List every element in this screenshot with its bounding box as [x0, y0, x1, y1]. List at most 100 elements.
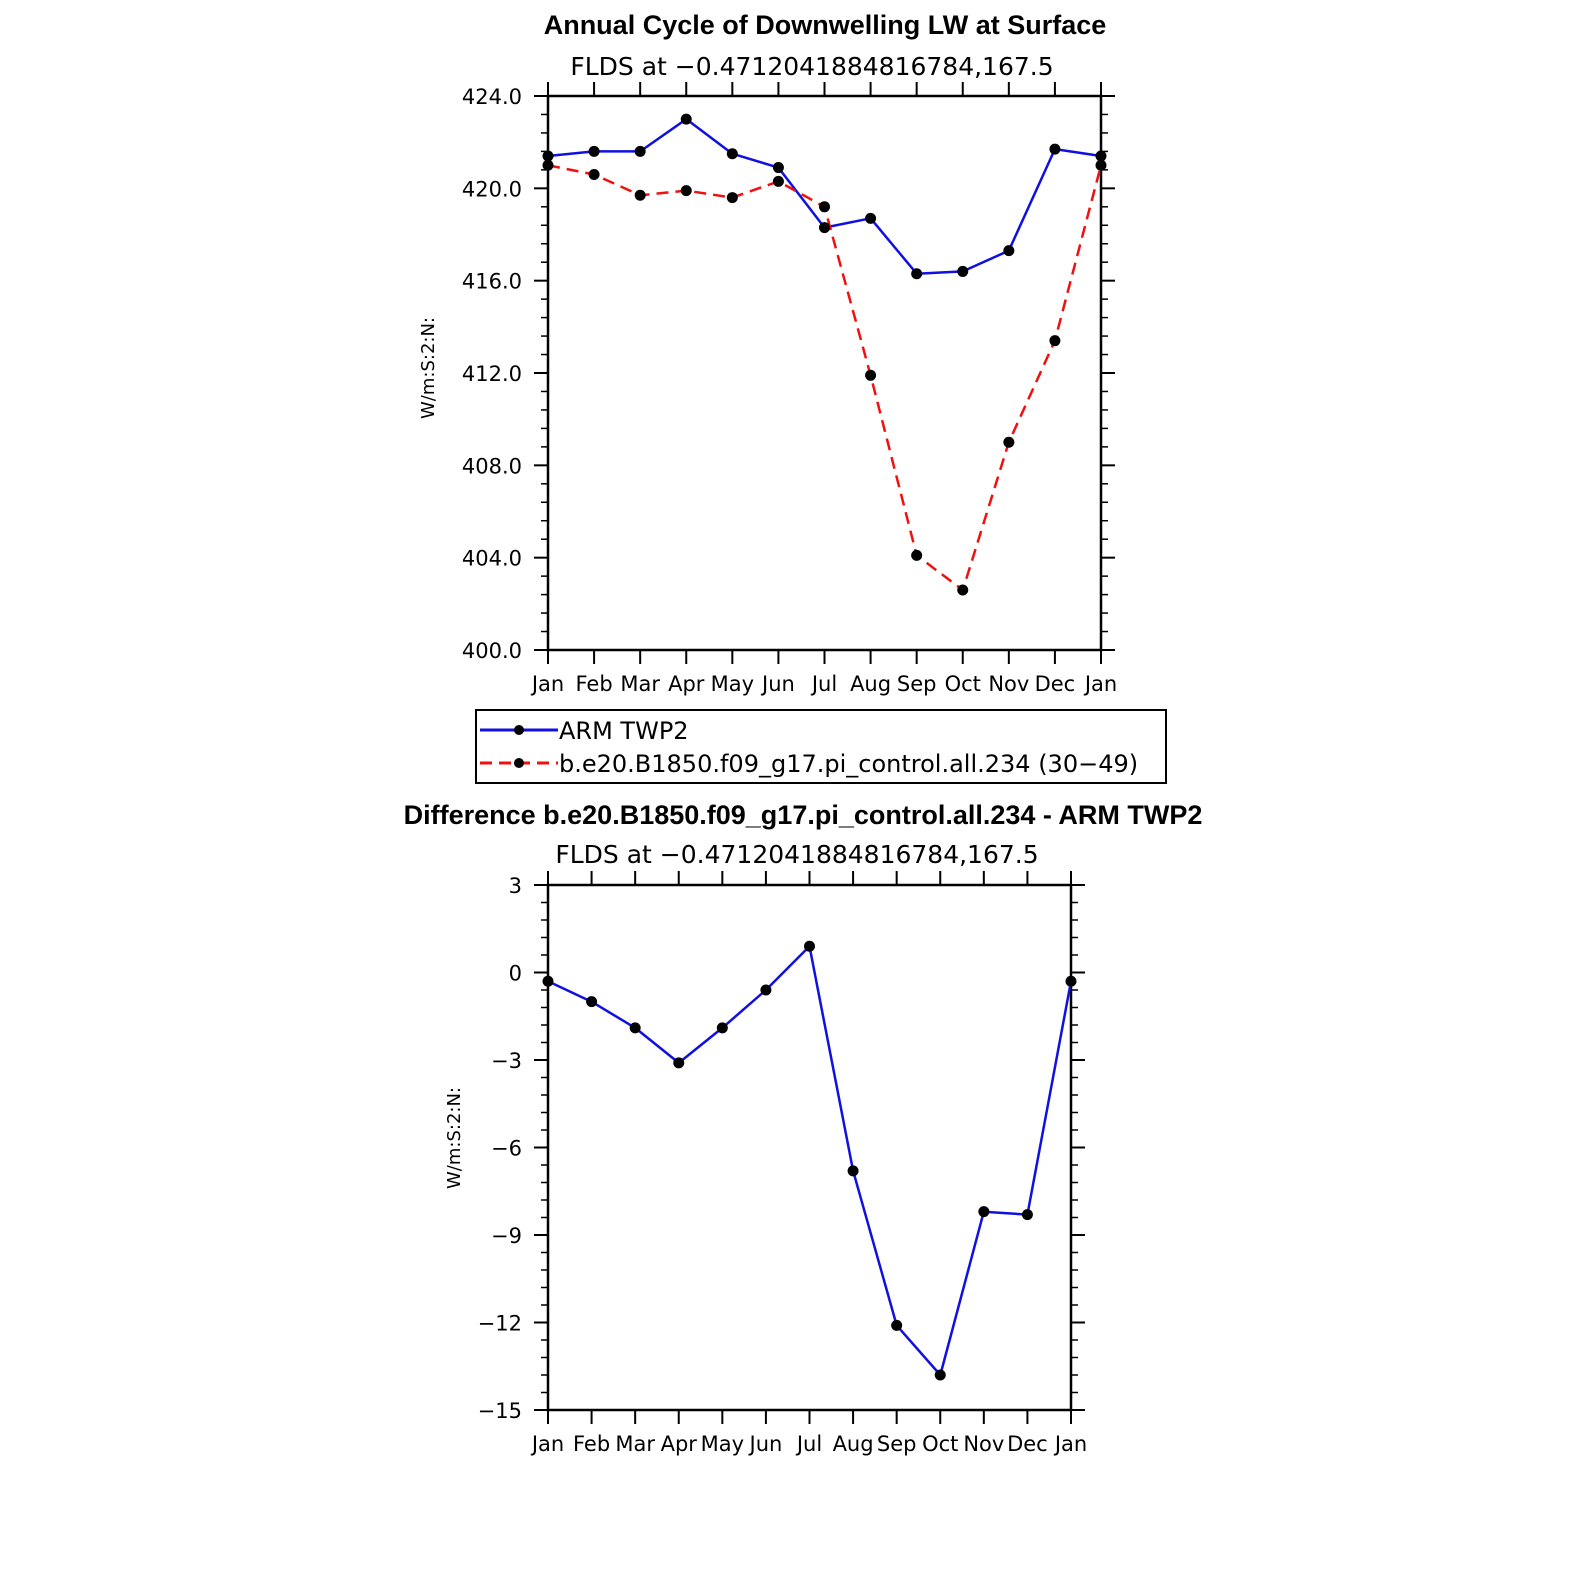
x-tick-label: Oct	[945, 672, 981, 696]
data-point	[726, 148, 738, 160]
data-point	[911, 268, 923, 280]
x-tick-label: Jul	[795, 1432, 822, 1456]
top-chart-title: Annual Cycle of Downwelling LW at Surfac…	[544, 10, 1107, 40]
data-point	[772, 175, 784, 187]
legend-entry-model: b.e20.B1850.f09_g17.pi_control.all.234 (…	[480, 750, 1138, 778]
x-tick-label: May	[701, 1432, 744, 1456]
data-point	[772, 162, 784, 174]
top-y-axis-label: W/m:S:2:N:	[418, 317, 439, 419]
data-point	[586, 996, 598, 1008]
legend-marker-model	[514, 758, 524, 768]
y-tick-label: 420.0	[462, 177, 522, 201]
y-tick-label: 400.0	[462, 639, 522, 663]
legend: ARM TWP2 b.e20.B1850.f09_g17.pi_control.…	[475, 709, 1167, 784]
y-tick-label: −15	[478, 1399, 522, 1423]
data-point	[911, 549, 923, 561]
data-point	[819, 201, 830, 213]
bottom-chart-title: Difference b.e20.B1850.f09_g17.pi_contro…	[404, 800, 1203, 830]
legend-box	[475, 709, 1167, 784]
x-tick-label: May	[711, 672, 754, 696]
x-tick-label: Mar	[615, 1432, 655, 1456]
legend-entry-arm-twp2: ARM TWP2	[480, 717, 689, 745]
data-point	[1049, 143, 1061, 155]
series-line-0	[547, 117, 1102, 275]
data-point	[1095, 159, 1107, 171]
data-point	[542, 150, 554, 162]
x-tick-label: Jan	[1053, 1432, 1087, 1456]
data-point	[1003, 436, 1015, 448]
plot-frame	[546, 883, 1073, 1412]
bottom-y-axis-label: W/m:S:2:N:	[444, 1087, 465, 1189]
legend-label-arm-twp2: ARM TWP2	[559, 717, 689, 745]
x-tick-label: Sep	[897, 672, 937, 696]
x-tick-label: Aug	[833, 1432, 874, 1456]
x-tick-label: Jun	[748, 1432, 783, 1456]
data-point	[680, 113, 692, 125]
data-point	[1003, 245, 1015, 257]
data-point	[865, 212, 877, 224]
x-tick-label: Jul	[810, 672, 837, 696]
top-chart-subtitle: FLDS at −0.4712041884816784,167.5	[570, 52, 1053, 81]
data-point	[634, 189, 646, 201]
x-tick-label: Jun	[760, 672, 795, 696]
data-point	[934, 1369, 946, 1381]
data-point	[819, 222, 830, 234]
bottom-chart-subtitle: FLDS at −0.4712041884816784,167.5	[555, 840, 1038, 869]
series-line-0	[547, 945, 1073, 1377]
x-tick-label: Dec	[1007, 1432, 1048, 1456]
x-tick-label: Mar	[620, 672, 660, 696]
annual-cycle-panel: Annual Cycle of Downwelling LW at Surfac…	[418, 10, 1117, 696]
y-tick-label: −3	[491, 1049, 522, 1073]
data-point	[1095, 150, 1107, 162]
x-tick-label: Feb	[573, 1432, 610, 1456]
data-point	[673, 1057, 685, 1069]
data-point	[542, 159, 554, 171]
data-point	[588, 145, 600, 157]
data-point	[588, 168, 600, 180]
data-point	[847, 1165, 859, 1177]
x-tick-label: Aug	[850, 672, 891, 696]
x-tick-label: Oct	[922, 1432, 958, 1456]
data-point	[634, 145, 646, 157]
x-tick-label: Jan	[530, 672, 564, 696]
data-point	[891, 1319, 903, 1331]
y-tick-label: 424.0	[462, 85, 522, 109]
x-tick-label: Jan	[530, 1432, 564, 1456]
x-tick-label: Apr	[668, 672, 705, 696]
data-point	[957, 265, 969, 277]
data-point	[680, 185, 692, 197]
y-tick-label: 412.0	[462, 362, 522, 386]
data-point	[726, 192, 738, 204]
y-tick-label: 416.0	[462, 270, 522, 294]
data-point	[716, 1022, 728, 1034]
data-point	[1049, 335, 1061, 347]
data-point	[629, 1022, 641, 1034]
y-tick-label: 404.0	[462, 547, 522, 571]
x-tick-label: Dec	[1035, 672, 1076, 696]
data-point	[804, 940, 815, 952]
data-point	[1065, 975, 1077, 987]
legend-marker-arm-twp2	[514, 725, 524, 735]
difference-panel: Difference b.e20.B1850.f09_g17.pi_contro…	[404, 800, 1203, 1456]
x-tick-label: Nov	[963, 1432, 1004, 1456]
data-point	[542, 975, 554, 987]
x-tick-label: Jan	[1083, 672, 1117, 696]
data-point	[978, 1206, 990, 1218]
y-tick-label: 408.0	[462, 454, 522, 478]
x-tick-label: Nov	[988, 672, 1029, 696]
y-tick-label: −12	[478, 1312, 522, 1336]
plot-frame	[546, 94, 1103, 652]
data-point	[760, 984, 772, 996]
x-tick-label: Apr	[661, 1432, 698, 1456]
data-point	[957, 584, 969, 596]
data-point	[1021, 1209, 1033, 1221]
y-tick-label: 0	[509, 962, 522, 986]
y-tick-label: −6	[491, 1137, 522, 1161]
x-tick-label: Sep	[877, 1432, 917, 1456]
data-point	[865, 369, 877, 381]
legend-label-model: b.e20.B1850.f09_g17.pi_control.all.234 (…	[559, 750, 1138, 778]
y-tick-label: 3	[509, 874, 522, 898]
y-tick-label: −9	[491, 1224, 522, 1248]
x-tick-label: Feb	[575, 672, 612, 696]
